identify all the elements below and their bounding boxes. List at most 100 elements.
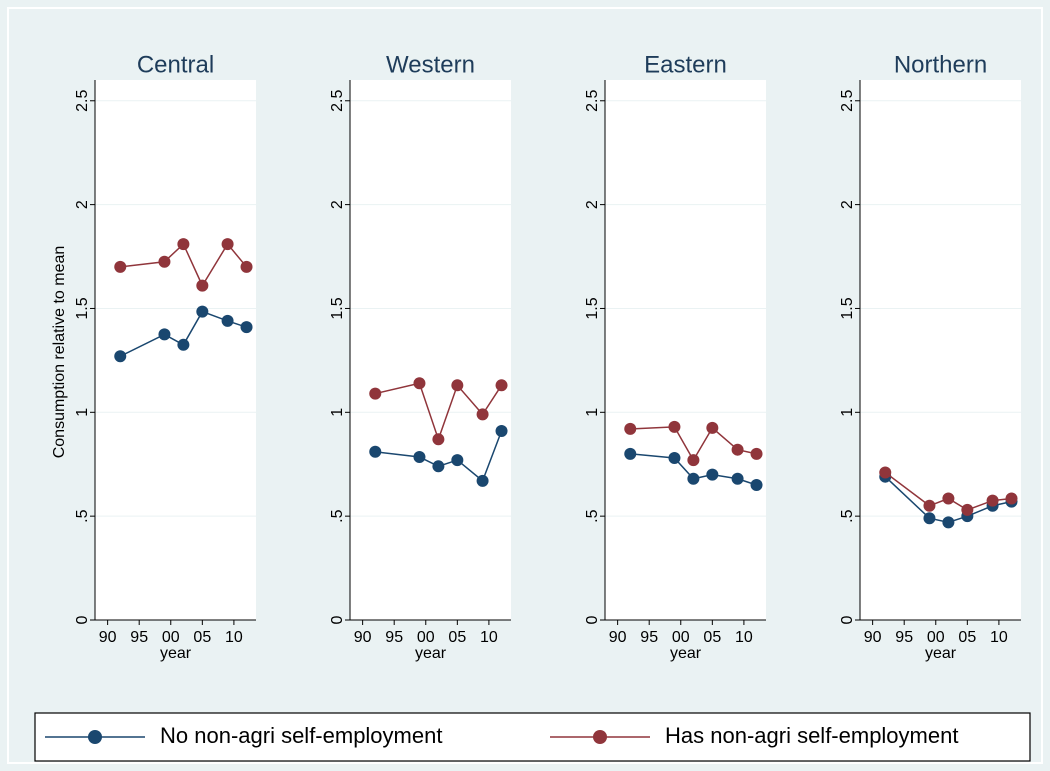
y-tick-label: 0 xyxy=(329,615,346,624)
x-axis-label: year xyxy=(160,645,192,662)
data-point xyxy=(451,454,464,467)
x-tick-label: 00 xyxy=(927,629,945,646)
data-point xyxy=(413,450,426,463)
y-tick-label: .5 xyxy=(839,509,856,522)
plot-area xyxy=(350,80,511,620)
panel-title: Eastern xyxy=(644,51,727,78)
legend-label: No non-agri self-employment xyxy=(160,723,442,748)
y-tick-label: 0 xyxy=(839,615,856,624)
data-point xyxy=(923,499,936,512)
x-tick-label: 95 xyxy=(640,629,658,646)
legend-marker xyxy=(88,730,102,744)
data-point xyxy=(114,260,127,273)
y-tick-label: 2.5 xyxy=(329,90,346,112)
data-point xyxy=(369,387,382,400)
data-point xyxy=(177,238,190,251)
y-tick-label: 1.5 xyxy=(74,297,91,319)
data-point xyxy=(221,314,234,327)
data-point xyxy=(240,321,253,334)
data-point xyxy=(221,238,234,251)
panel-title: Northern xyxy=(894,51,987,78)
x-tick-label: 90 xyxy=(354,629,372,646)
data-point xyxy=(706,468,719,481)
data-point xyxy=(668,452,681,464)
panel-title: Western xyxy=(386,51,475,78)
x-tick-label: 00 xyxy=(417,629,435,646)
y-tick-label: 0 xyxy=(74,615,91,624)
data-point xyxy=(942,516,955,529)
x-tick-label: 90 xyxy=(864,629,882,646)
x-axis-label: year xyxy=(670,645,702,662)
data-point xyxy=(879,466,892,479)
data-point xyxy=(196,305,209,318)
y-tick-label: 1.5 xyxy=(839,297,856,319)
legend-label: Has non-agri self-employment xyxy=(665,723,958,748)
data-point xyxy=(687,472,700,485)
legend-marker xyxy=(593,730,607,744)
y-tick-label: 2.5 xyxy=(584,90,601,112)
y-tick-label: 2 xyxy=(74,200,91,209)
data-point xyxy=(495,425,508,437)
data-point xyxy=(750,447,763,460)
data-point xyxy=(1005,492,1018,505)
data-point xyxy=(668,420,681,433)
data-point xyxy=(240,260,253,273)
data-point xyxy=(706,421,719,434)
x-tick-label: 10 xyxy=(225,629,243,646)
y-tick-label: 2.5 xyxy=(74,90,91,112)
x-tick-label: 00 xyxy=(162,629,180,646)
x-tick-label: 90 xyxy=(609,629,627,646)
x-tick-label: 05 xyxy=(958,629,976,646)
panel-title: Central xyxy=(137,51,214,78)
y-tick-label: 1 xyxy=(329,408,346,417)
plot-area xyxy=(605,80,766,620)
data-point xyxy=(624,447,637,460)
data-point xyxy=(432,460,445,473)
y-tick-label: 2.5 xyxy=(839,90,856,112)
x-tick-label: 95 xyxy=(895,629,913,646)
y-tick-label: 1 xyxy=(839,408,856,417)
data-point xyxy=(413,377,426,390)
data-point xyxy=(369,445,382,458)
y-axis-label: Consumption relative to mean xyxy=(51,246,68,459)
data-point xyxy=(476,474,489,487)
x-tick-label: 05 xyxy=(193,629,211,646)
y-tick-label: 1.5 xyxy=(584,297,601,319)
data-point xyxy=(196,279,209,292)
y-tick-label: 0 xyxy=(584,615,601,624)
y-tick-label: 2 xyxy=(329,200,346,209)
data-point xyxy=(624,422,637,435)
x-tick-label: 10 xyxy=(990,629,1008,646)
data-point xyxy=(495,379,508,392)
data-point xyxy=(158,328,171,341)
data-point xyxy=(750,479,763,491)
data-point xyxy=(986,494,999,507)
data-point xyxy=(114,350,127,363)
data-point xyxy=(731,443,744,456)
plot-area xyxy=(95,80,256,620)
x-tick-label: 10 xyxy=(735,629,753,646)
data-point xyxy=(432,433,445,446)
legend xyxy=(34,712,1031,762)
y-tick-label: 2 xyxy=(584,200,601,209)
y-tick-label: .5 xyxy=(584,509,601,522)
data-point xyxy=(476,408,489,421)
x-tick-label: 05 xyxy=(703,629,721,646)
y-tick-label: 1 xyxy=(74,408,91,417)
y-tick-label: 1 xyxy=(584,408,601,417)
outer-frame xyxy=(7,7,1043,764)
x-tick-label: 00 xyxy=(672,629,690,646)
x-axis-label: year xyxy=(925,645,957,662)
data-point xyxy=(731,472,744,485)
y-tick-label: .5 xyxy=(74,509,91,522)
x-axis-label: year xyxy=(415,645,447,662)
data-point xyxy=(687,454,700,467)
x-tick-label: 05 xyxy=(448,629,466,646)
x-tick-label: 95 xyxy=(385,629,403,646)
x-tick-label: 10 xyxy=(480,629,498,646)
x-tick-label: 90 xyxy=(99,629,117,646)
series-line xyxy=(375,430,503,483)
data-point xyxy=(177,338,190,351)
y-tick-label: 2 xyxy=(839,200,856,209)
data-point xyxy=(451,379,464,392)
